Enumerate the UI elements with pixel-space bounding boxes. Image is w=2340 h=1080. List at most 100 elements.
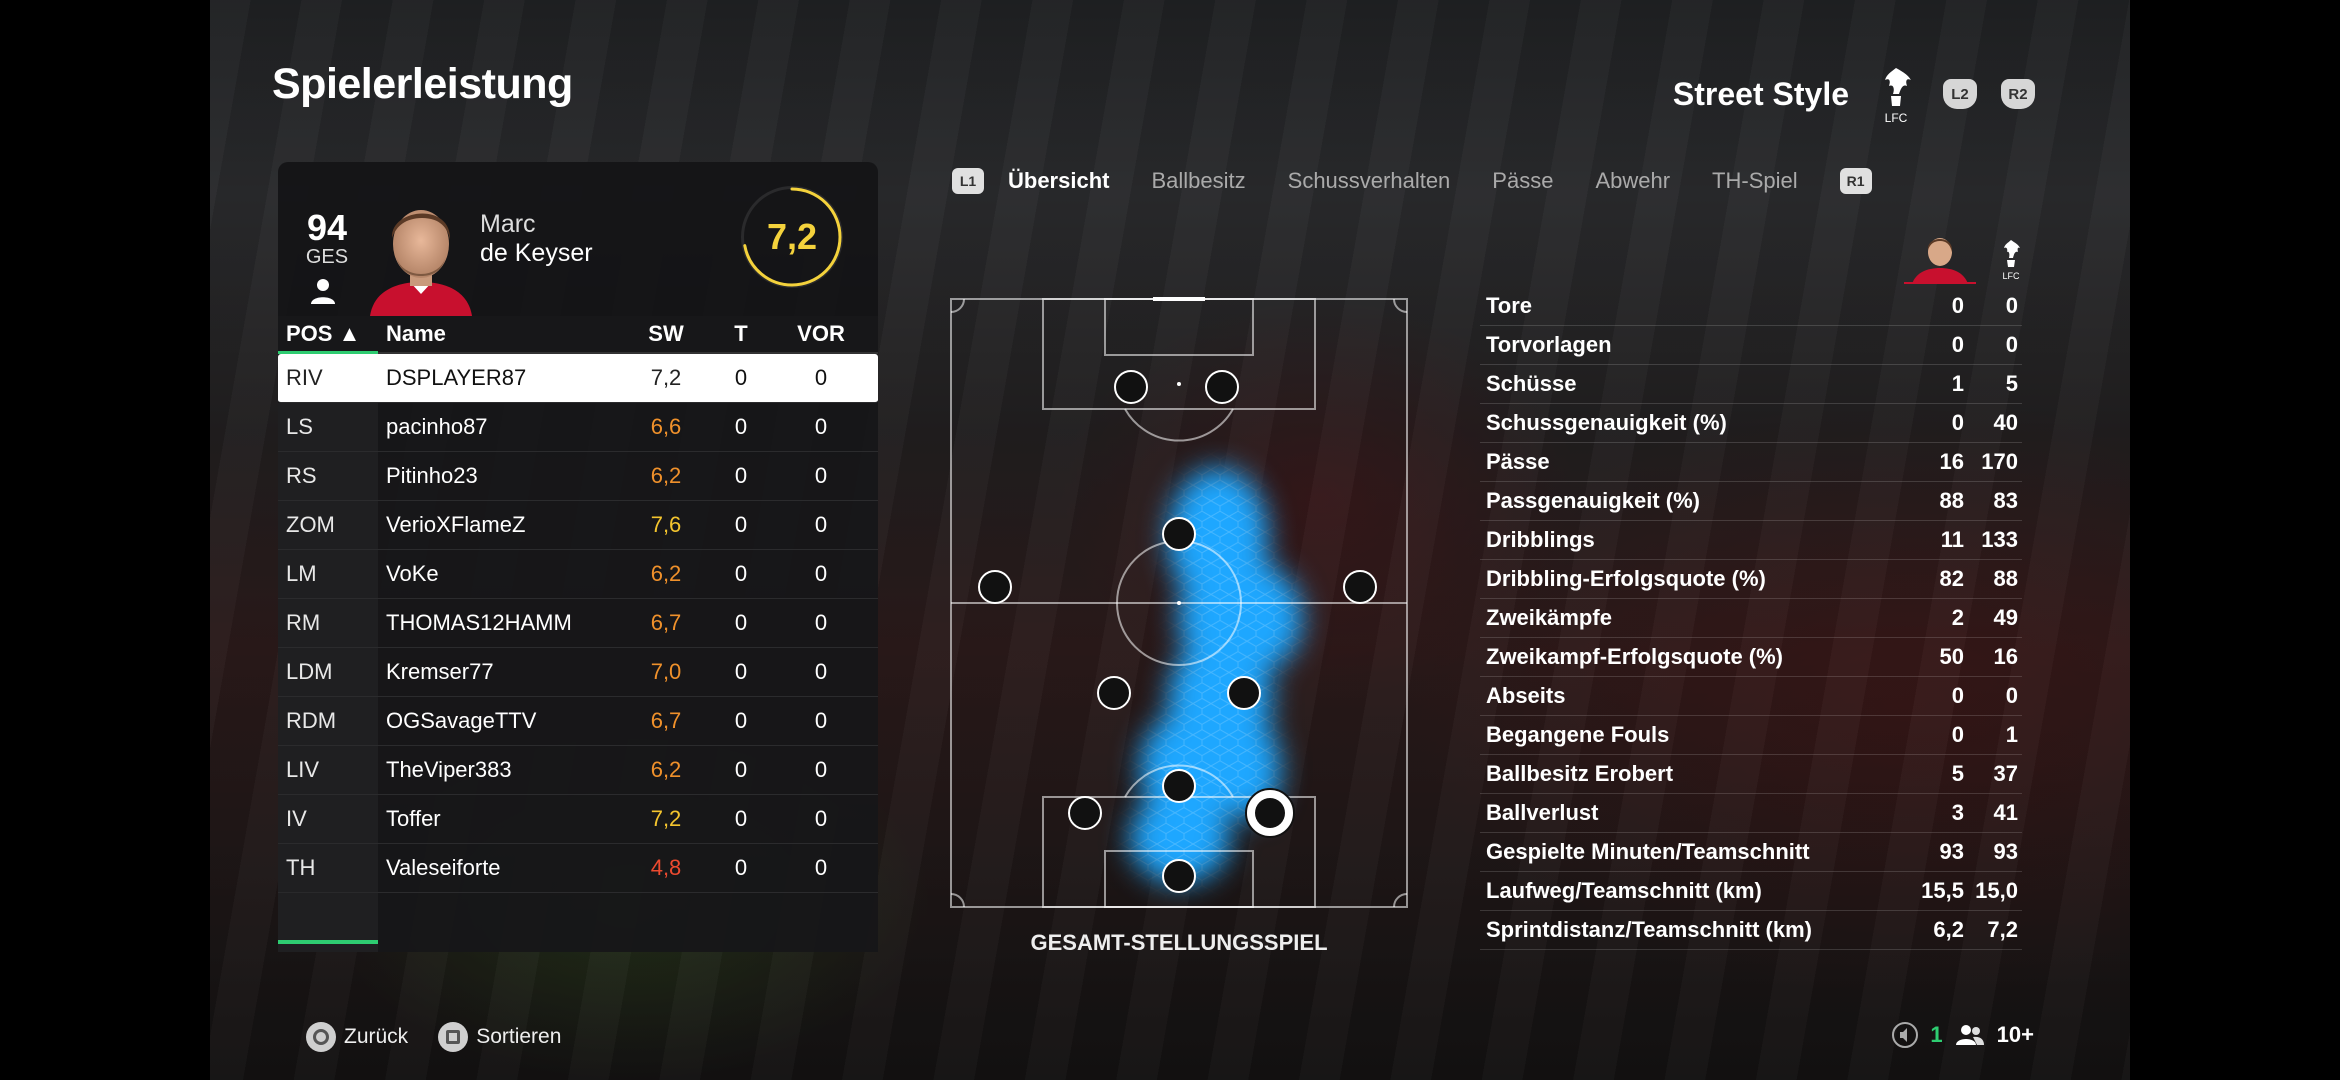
stats-tabs: L1 Übersicht Ballbesitz Schussverhalten … [952, 168, 1896, 194]
player-marker [1114, 370, 1148, 404]
match-rating-value: 7,2 [766, 216, 818, 257]
row-goals: 0 [734, 512, 748, 537]
person-icon [311, 279, 335, 304]
overall-value: 94 [306, 207, 348, 248]
row-rating: 7,0 [650, 659, 682, 684]
row-assists: 0 [814, 512, 828, 537]
player-mini-portrait [1904, 238, 1976, 284]
table-row[interactable]: LIV TheViper383 6,2 0 0 [278, 746, 878, 795]
stat-team-value: 0 [2005, 332, 2018, 357]
r1-button[interactable]: R1 [1839, 168, 1872, 194]
row-position: RDM [278, 697, 378, 745]
stat-team-value: 41 [1993, 800, 2018, 825]
tab-abwehr[interactable]: Abwehr [1595, 168, 1671, 193]
circle-button-icon[interactable] [306, 1022, 336, 1052]
stat-team-value: 83 [1993, 488, 2018, 513]
row-assists: 0 [814, 610, 828, 635]
team-crest-icon: LFC [2002, 240, 2020, 281]
footer-controls: Zurück Sortieren [306, 1022, 561, 1052]
table-row[interactable]: LS pacinho87 6,6 0 0 [278, 403, 878, 452]
column-sw-header[interactable]: SW [648, 321, 684, 346]
stat-row: Gespielte Minuten/Teamschnitt 93 93 [1480, 833, 2022, 872]
tab-paesse[interactable]: Pässe [1492, 168, 1554, 193]
column-pos-header[interactable]: POS ▲ [286, 321, 361, 346]
row-player-name: OGSavageTTV [386, 708, 537, 733]
row-rating: 6,6 [650, 414, 682, 439]
table-row[interactable]: RDM OGSavageTTV 6,7 0 0 [278, 697, 878, 746]
row-rating: 6,2 [650, 561, 682, 586]
table-body: RIV DSPLAYER87 7,2 0 0 LS pacinho87 6,6 0 0 RS Piti… [278, 354, 878, 893]
row-goals: 0 [734, 757, 748, 782]
tab-th-spiel[interactable]: TH-Spiel [1712, 168, 1798, 193]
row-rating: 6,2 [650, 463, 682, 488]
row-position: ZOM [278, 501, 378, 549]
stat-label: Dribbling-Erfolgsquote (%) [1486, 566, 1766, 591]
table-row[interactable]: IV Toffer 7,2 0 0 [278, 795, 878, 844]
table-row[interactable]: RS Pitinho23 6,2 0 0 [278, 452, 878, 501]
r2-button[interactable]: R2 [2001, 79, 2035, 109]
sort-label[interactable]: Sortieren [476, 1025, 562, 1048]
stat-team-value: 49 [1993, 605, 2018, 630]
stat-row: Begangene Fouls 0 1 [1480, 716, 2022, 755]
row-rating: 4,8 [650, 855, 682, 880]
player-name: Marc de Keyser [480, 210, 593, 268]
overall-rating: 94 GES [302, 210, 352, 269]
column-name-header[interactable]: Name [386, 321, 446, 346]
voice-count: 1 [1930, 1022, 1943, 1047]
player-marker [1068, 796, 1102, 830]
stat-team-value: 170 [1981, 449, 2018, 474]
row-position: RM [278, 599, 378, 647]
row-assists: 0 [814, 414, 828, 439]
row-goals: 0 [734, 365, 748, 390]
stat-label: Begangene Fouls [1486, 722, 1670, 747]
stats-comparison-header: LFC [1900, 232, 2040, 284]
table-row[interactable]: ZOM VerioXFlameZ 7,6 0 0 [278, 501, 878, 550]
tab-schussverhalten[interactable]: Schussverhalten [1287, 168, 1451, 193]
row-assists: 0 [814, 806, 828, 831]
team-header: Street Style LFC L2 R2 [1673, 62, 2035, 126]
row-goals: 0 [734, 414, 748, 439]
stat-player-value: 1 [1951, 371, 1964, 396]
stats-list: Tore 0 0 Torvorlagen 0 0 Schüsse 1 5 Schussgenaui… [1480, 287, 2022, 950]
player-marker [1162, 769, 1196, 803]
row-goals: 0 [734, 806, 748, 831]
row-goals: 0 [734, 659, 748, 684]
online-status: 1 10+ [1892, 1022, 2034, 1048]
row-position: RIV [286, 365, 323, 390]
stat-row: Sprintdistanz/Teamschnitt (km) 6,2 7,2 [1480, 911, 2022, 950]
row-assists: 0 [814, 659, 828, 684]
stat-player-value: 0 [1951, 683, 1964, 708]
square-button-icon[interactable] [438, 1022, 469, 1052]
stat-row: Schussgenauigkeit (%) 0 40 [1480, 404, 2022, 443]
back-label[interactable]: Zurück [344, 1025, 409, 1048]
players-icon [1955, 1025, 1984, 1045]
table-row[interactable]: RM THOMAS12HAMM 6,7 0 0 [278, 599, 878, 648]
stat-row: Dribbling-Erfolgsquote (%) 82 88 [1480, 560, 2022, 599]
stat-player-value: 0 [1951, 410, 1964, 435]
table-row[interactable]: RIV DSPLAYER87 7,2 0 0 [278, 354, 878, 403]
svg-text:LFC: LFC [2002, 271, 2020, 281]
player-portrait [370, 210, 472, 316]
stat-team-value: 15,0 [1975, 878, 2018, 903]
tab-uebersicht[interactable]: Übersicht [1008, 168, 1110, 193]
row-player-name: VerioXFlameZ [386, 512, 526, 537]
column-t-header[interactable]: T [734, 321, 748, 346]
player-marker [1343, 570, 1377, 604]
page-title: Spielerleistung [272, 60, 573, 108]
svg-text:LFC: LFC [1885, 111, 1908, 125]
tab-ballbesitz[interactable]: Ballbesitz [1151, 168, 1246, 193]
table-row[interactable]: LDM Kremser77 7,0 0 0 [278, 648, 878, 697]
column-vor-header[interactable]: VOR [797, 321, 845, 346]
stat-player-value: 93 [1939, 839, 1964, 864]
table-row[interactable]: LM VoKe 6,2 0 0 [278, 550, 878, 599]
stat-label: Laufweg/Teamschnitt (km) [1486, 878, 1762, 903]
stat-label: Schussgenauigkeit (%) [1486, 410, 1727, 435]
stat-label: Ballbesitz Erobert [1486, 761, 1674, 786]
l1-button[interactable]: L1 [952, 168, 984, 194]
row-rating: 6,2 [650, 757, 682, 782]
stat-team-value: 7,2 [1987, 917, 2018, 942]
l2-button[interactable]: L2 [1943, 79, 1977, 109]
row-player-name: pacinho87 [386, 414, 488, 439]
table-row[interactable]: TH Valeseiforte 4,8 0 0 [278, 844, 878, 893]
stat-team-value: 0 [2005, 683, 2018, 708]
